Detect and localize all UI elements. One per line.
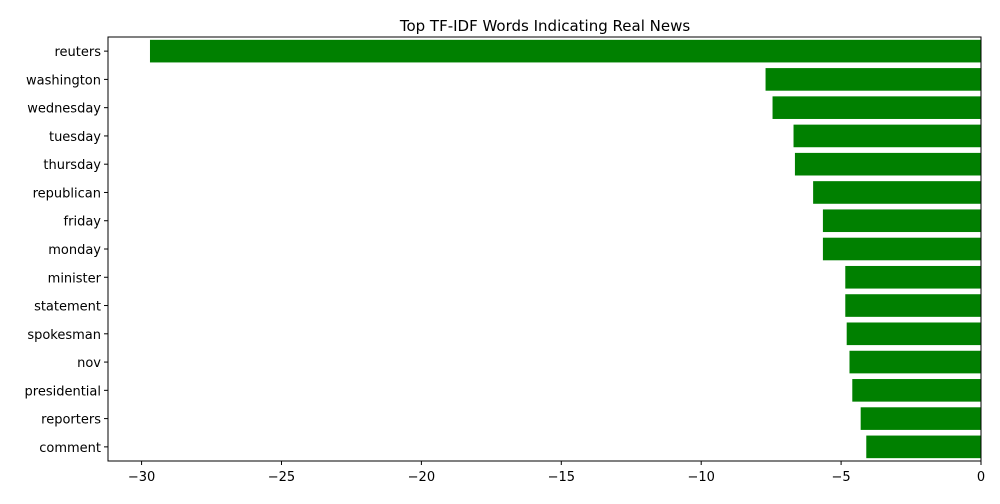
bar-minister (845, 265, 981, 289)
y-tick-label-thursday: thursday (43, 158, 101, 173)
y-tick-label-minister: minister (48, 271, 102, 286)
x-tick-label: −25 (268, 470, 295, 485)
bars-group (149, 39, 982, 459)
bar-monday (822, 237, 981, 261)
y-tick-label-comment: comment (39, 441, 101, 456)
x-axis-ticks: −30 −25 −20 −15 −10 −5 0 (128, 461, 985, 485)
chart-title: Top TF-IDF Words Indicating Real News (399, 17, 691, 35)
bar-thursday (794, 152, 981, 176)
bar-wednesday (772, 96, 981, 119)
x-tick-label: −20 (408, 470, 435, 485)
x-tick-label: −30 (128, 470, 155, 485)
bar-presidential (852, 379, 981, 402)
y-tick-label-nov: nov (77, 356, 101, 371)
x-tick-label: −5 (832, 470, 851, 485)
y-tick-label-wednesday: wednesday (27, 102, 101, 117)
y-tick-label-presidential: presidential (25, 384, 101, 399)
bar-reuters (149, 39, 982, 63)
bar-washington (765, 68, 981, 91)
x-tick-label: −15 (548, 470, 575, 485)
y-tick-label-monday: monday (48, 243, 101, 258)
bar-republican (813, 181, 981, 204)
bar-tuesday (793, 124, 981, 148)
x-tick-label: 0 (977, 470, 985, 485)
bar-comment (866, 435, 981, 459)
y-axis-ticks: reuters washington wednesday tuesday thursda… (25, 45, 108, 456)
plot-area-border (107, 36, 982, 462)
y-tick-label-washington: washington (26, 73, 101, 88)
y-tick-label-spokesman: spokesman (27, 328, 101, 343)
bar-statement (845, 294, 981, 317)
bar-spokesman (846, 322, 981, 346)
y-tick-label-tuesday: tuesday (49, 130, 101, 145)
bar-reporters (860, 407, 981, 430)
bar-nov (849, 350, 981, 374)
axes-frame (107, 36, 982, 462)
bar-friday (822, 209, 981, 233)
y-tick-label-statement: statement (34, 300, 101, 315)
y-tick-label-reporters: reporters (41, 413, 101, 428)
x-tick-label: −10 (687, 470, 714, 485)
y-tick-label-republican: republican (33, 186, 101, 201)
y-tick-label-friday: friday (64, 215, 102, 230)
y-tick-label-reuters: reuters (54, 45, 101, 60)
